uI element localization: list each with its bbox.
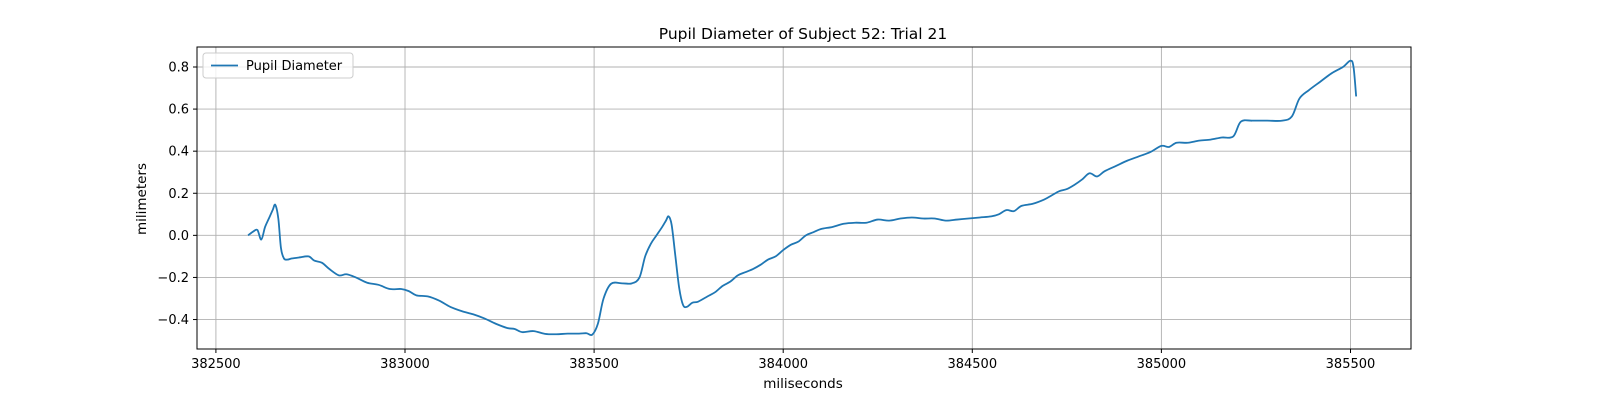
legend-box <box>202 52 354 79</box>
y-tick-label: 0.2 <box>168 187 189 202</box>
chart-title: Pupil Diameter of Subject 52: Trial 21 <box>659 25 948 43</box>
plot-area-frame <box>196 46 1412 350</box>
legend: Pupil Diameter <box>202 52 354 79</box>
x-axis-label: miliseconds <box>763 376 843 392</box>
series-line-pupil-diameter <box>247 59 1358 337</box>
x-tick-label: 384000 <box>758 357 808 372</box>
y-tick-label: 0.4 <box>168 145 189 160</box>
x-axis-ticks: 382500 383000 383500 384000 384500 385000 3855… <box>191 349 1375 372</box>
x-tick-label: 383000 <box>380 357 430 372</box>
y-tick-label: 0.8 <box>168 60 189 75</box>
y-tick-label: −0.4 <box>157 313 189 328</box>
legend-label: Pupil Diameter <box>246 59 343 74</box>
x-tick-label: 382500 <box>191 357 241 372</box>
y-axis-label: milimeters <box>134 163 150 235</box>
y-axis-ticks: −0.4 −0.2 0.0 0.2 0.4 0.6 0.8 <box>157 60 197 328</box>
x-tick-label: 385500 <box>1326 357 1376 372</box>
x-tick-label: 384500 <box>947 357 997 372</box>
x-tick-label: 385000 <box>1137 357 1187 372</box>
grid-lines <box>197 47 1411 349</box>
y-tick-label: 0.6 <box>168 103 189 118</box>
x-tick-label: 383500 <box>569 357 619 372</box>
y-tick-label: 0.0 <box>168 229 189 244</box>
series-layer <box>247 59 1358 337</box>
y-tick-label: −0.2 <box>157 271 189 286</box>
